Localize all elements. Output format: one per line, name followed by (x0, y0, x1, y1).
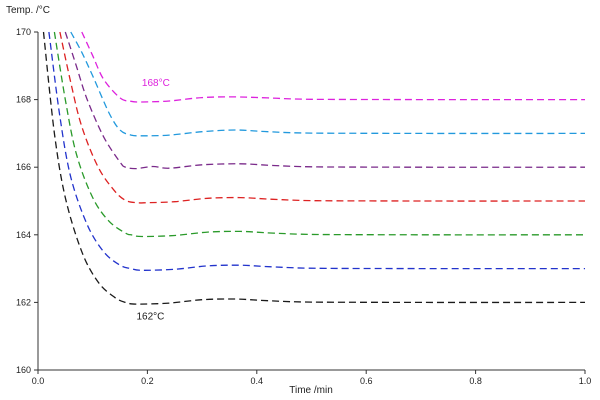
x-tick-label: 0.0 (32, 376, 45, 386)
y-ticks: 160 162 164 166 168 170 (16, 27, 38, 375)
x-tick-label: 0.8 (469, 376, 482, 386)
series-line-0 (42, 31, 586, 305)
x-tick-label: 0.6 (360, 376, 373, 386)
x-tick-label: 1.0 (579, 376, 592, 386)
x-tick-label: 0.2 (141, 376, 154, 386)
x-ticks: 0.0 0.2 0.4 0.6 0.8 1.0 (32, 370, 592, 386)
series-line-1 (48, 31, 586, 271)
y-tick-label: 166 (16, 162, 31, 172)
annotation-layer: 168°C 162°C (136, 78, 169, 322)
annotation-label: 162°C (136, 311, 164, 322)
y-tick-label: 162 (16, 297, 31, 307)
x-axis-title: Time /min (289, 385, 333, 396)
y-tick-label: 160 (16, 365, 31, 375)
y-tick-label: 164 (16, 230, 31, 240)
annotation-label: 168°C (142, 78, 170, 89)
y-tick-label: 168 (16, 95, 31, 105)
series-line-5 (70, 31, 586, 137)
y-axis-title: Temp. /°C (6, 5, 50, 16)
x-tick-label: 0.4 (251, 376, 264, 386)
series-layer (42, 31, 586, 305)
series-line-2 (53, 31, 586, 238)
series-line-3 (59, 31, 586, 204)
series-line-4 (64, 31, 586, 170)
series-line-6 (81, 31, 586, 103)
y-tick-label: 170 (16, 27, 31, 37)
